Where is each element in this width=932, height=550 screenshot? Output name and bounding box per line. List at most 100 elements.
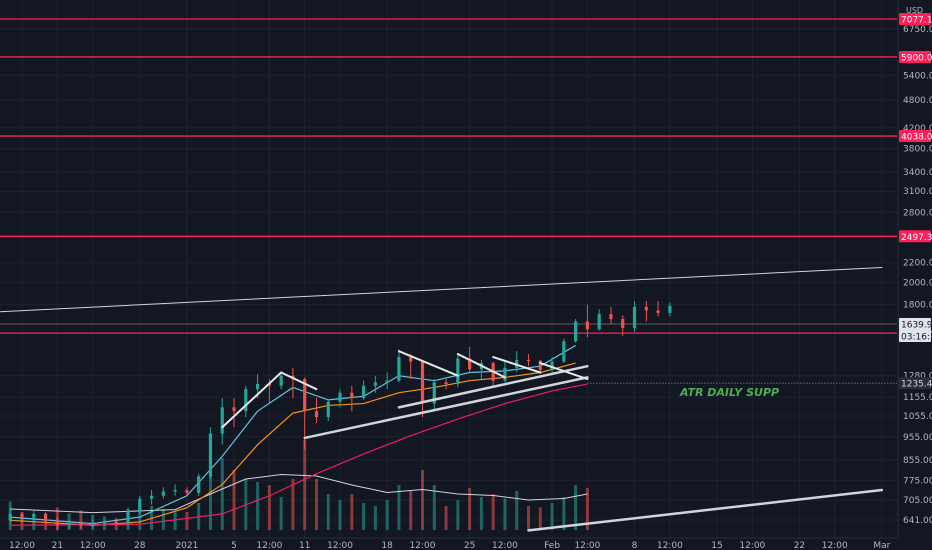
- price-tick-label: 955.00: [903, 433, 932, 443]
- volume-bar: [397, 485, 401, 530]
- price-tick-label: 3800.00: [903, 145, 932, 155]
- time-tick-label: 5: [231, 541, 237, 550]
- volume-bar: [314, 479, 318, 530]
- time-tick-label: 12:00: [80, 541, 106, 550]
- price-axis-background: [898, 0, 932, 550]
- countdown-badge-box: [899, 330, 931, 343]
- volume-bar: [279, 497, 283, 530]
- grid-layer: [0, 0, 897, 538]
- volume-bar: [32, 515, 36, 530]
- price-tick-label: 2800.00: [903, 208, 932, 218]
- candle-body: [574, 321, 578, 342]
- candle-body: [32, 513, 36, 518]
- trendline: [303, 376, 589, 440]
- candle-body: [597, 314, 601, 330]
- volume-bar: [585, 488, 589, 530]
- candle-body: [91, 523, 95, 526]
- price-axis: 641.00 705.00 775.00 855.00 955.00 1055.00 115…: [897, 0, 932, 550]
- candle-body: [373, 382, 377, 386]
- candle-body: [173, 490, 177, 492]
- price-tick-label: 5400.00: [903, 71, 932, 81]
- candle-body: [444, 382, 448, 385]
- candle-body: [303, 379, 307, 412]
- time-tick-label: Feb: [544, 541, 560, 550]
- currency-label: USD: [906, 6, 923, 15]
- candle-body: [149, 495, 154, 499]
- atr-price-badge-label: 1235.42: [901, 380, 932, 390]
- volume-bar: [456, 500, 460, 530]
- time-tick-label: 12:00: [657, 541, 683, 550]
- candle-body: [208, 433, 213, 477]
- candle-body: [232, 407, 236, 412]
- volume-bar: [479, 497, 483, 530]
- pattern-line: [539, 362, 589, 381]
- candle-body: [102, 521, 107, 524]
- time-tick-label: 12:00: [327, 541, 353, 550]
- price-tick-label: 3400.00: [903, 168, 932, 178]
- trendline: [0, 267, 883, 313]
- candle-body: [456, 358, 460, 385]
- candle-body: [338, 392, 342, 402]
- price-badges: 7077.165900.004038.002497.361570.251639.…: [899, 13, 932, 390]
- price-tick-label: 2000.00: [903, 279, 932, 289]
- level-price-badge-label: 5900.00: [901, 53, 932, 63]
- trendline-layer: [0, 267, 884, 532]
- time-tick-label: 12:00: [492, 541, 518, 550]
- volume-bar: [267, 485, 271, 530]
- moving-average-line: [10, 383, 588, 526]
- candle-body: [585, 321, 590, 330]
- candle-body: [244, 389, 248, 412]
- volume-bar: [232, 470, 236, 530]
- volume-ma-line: [10, 473, 588, 514]
- candle-body: [468, 358, 472, 370]
- candle-layer: [8, 301, 672, 531]
- volume-bar: [468, 488, 472, 530]
- level-price-badge-label: 4038.00: [901, 133, 932, 143]
- candle-body: [644, 306, 648, 311]
- atr-annotation: ATR DAILY SUPP: [679, 386, 779, 399]
- candle-body: [632, 306, 637, 328]
- candle-body: [432, 382, 436, 404]
- candle-body: [362, 385, 366, 399]
- volume-bar: [409, 491, 413, 530]
- time-tick-label: 18: [381, 541, 393, 550]
- candle-body: [503, 367, 507, 381]
- volume-bar: [161, 509, 165, 530]
- candle-body: [550, 361, 554, 371]
- volume-bar: [79, 510, 83, 530]
- time-tick-label: 8: [632, 541, 638, 550]
- candle-body: [197, 476, 201, 493]
- volume-bar: [538, 507, 542, 530]
- candle-body: [314, 411, 319, 418]
- price-tick-label: 855.00: [903, 456, 932, 466]
- time-tick-label: 15: [711, 541, 722, 550]
- volume-bar: [444, 506, 448, 530]
- candle-body: [255, 384, 260, 390]
- candle-body: [267, 384, 271, 386]
- candle-body: [8, 513, 12, 521]
- level-price-badge-box: [899, 230, 931, 243]
- pattern-line: [397, 350, 459, 377]
- pattern-line: [492, 356, 542, 374]
- time-tick-label: 11: [299, 541, 310, 550]
- pattern-line: [280, 371, 318, 391]
- time-tick-label: 25: [464, 541, 475, 550]
- price-tick-label: 775.00: [903, 476, 932, 486]
- price-tick-label: 4800.00: [903, 96, 932, 106]
- candle-body: [526, 360, 531, 362]
- volume-bar: [220, 458, 224, 530]
- price-tick-label: 705.00: [903, 496, 932, 506]
- volume-bar: [562, 497, 566, 530]
- volume-bar: [303, 440, 307, 530]
- price-tick-label: 4200.00: [903, 124, 932, 134]
- volume-bar: [362, 503, 366, 530]
- volume-bar: [350, 494, 354, 530]
- volume-bar: [291, 479, 295, 530]
- candle-body: [43, 513, 48, 521]
- candle-body: [20, 513, 24, 518]
- candle-body: [656, 310, 660, 313]
- volume-bar: [527, 506, 531, 530]
